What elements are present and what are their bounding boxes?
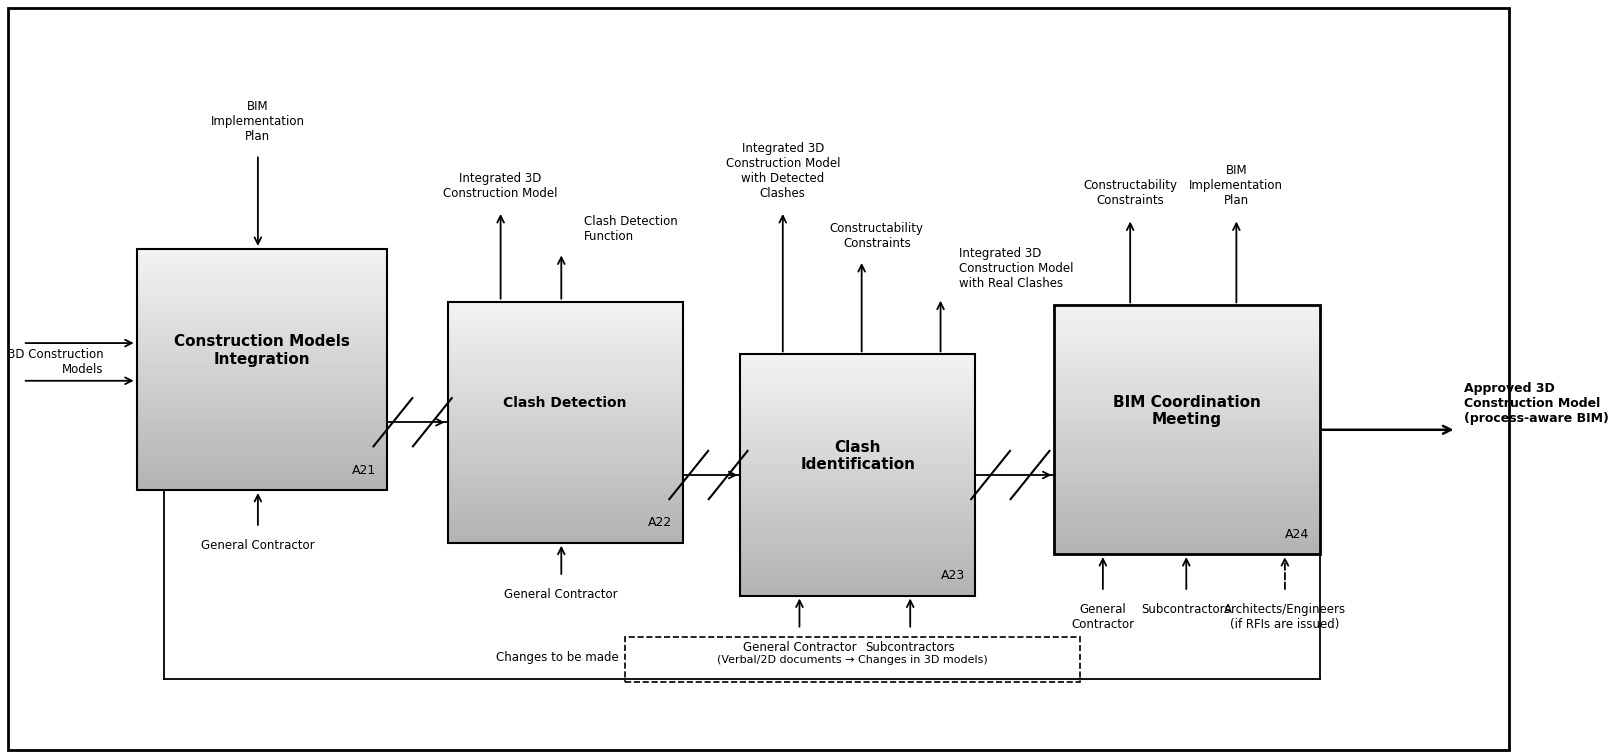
Text: A24: A24 (1285, 528, 1309, 541)
Text: (Verbal/2D documents → Changes in 3D models): (Verbal/2D documents → Changes in 3D mod… (717, 654, 989, 665)
Text: Clash
Identification: Clash Identification (801, 440, 916, 472)
Text: A23: A23 (940, 569, 964, 582)
Text: Clash Detection: Clash Detection (503, 397, 626, 410)
Text: General
Contractor: General Contractor (1071, 603, 1134, 631)
Text: Subcontractors: Subcontractors (866, 641, 955, 654)
Text: 3D Construction
Models: 3D Construction Models (8, 348, 104, 376)
Text: Clash Detection
Function: Clash Detection Function (584, 215, 678, 243)
Text: General Contractor: General Contractor (505, 588, 618, 601)
Text: Subcontractors: Subcontractors (1141, 603, 1231, 616)
Text: Changes to be made: Changes to be made (497, 651, 620, 664)
Text: BIM
Implementation
Plan: BIM Implementation Plan (1189, 164, 1283, 207)
Text: Construction Models
Integration: Construction Models Integration (173, 335, 349, 366)
Text: Constructability
Constraints: Constructability Constraints (1082, 179, 1178, 207)
Text: Constructability
Constraints: Constructability Constraints (830, 222, 924, 250)
Text: General Contractor: General Contractor (743, 641, 856, 654)
Text: BIM
Implementation
Plan: BIM Implementation Plan (210, 100, 304, 143)
Bar (136, 249, 387, 490)
Text: Architects/Engineers
(if RFIs are issued): Architects/Engineers (if RFIs are issued… (1223, 603, 1346, 631)
Text: Integrated 3D
Construction Model: Integrated 3D Construction Model (443, 172, 558, 200)
Text: General Contractor: General Contractor (201, 539, 316, 552)
Text: Integrated 3D
Construction Model
with Real Clashes: Integrated 3D Construction Model with Re… (959, 247, 1073, 290)
Text: A22: A22 (647, 516, 671, 529)
Bar (741, 354, 976, 596)
Text: A21: A21 (353, 464, 377, 477)
Text: Integrated 3D
Construction Model
with Detected
Clashes: Integrated 3D Construction Model with De… (725, 142, 840, 200)
Bar (448, 302, 683, 543)
Bar (625, 637, 1081, 682)
Text: BIM Coordination
Meeting: BIM Coordination Meeting (1113, 395, 1260, 427)
Bar (1055, 305, 1320, 554)
Text: Approved 3D
Construction Model
(process-aware BIM): Approved 3D Construction Model (process-… (1464, 382, 1608, 425)
